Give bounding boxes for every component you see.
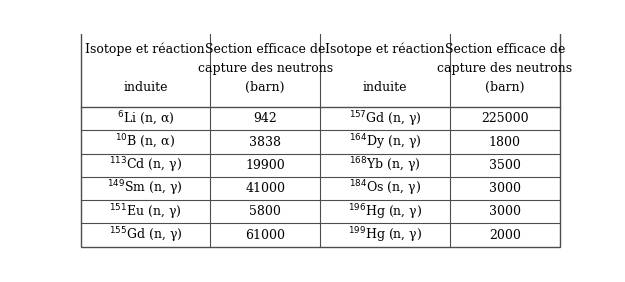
Text: $^{6}$Li (n, α): $^{6}$Li (n, α)	[116, 110, 174, 128]
Text: 61000: 61000	[245, 228, 285, 241]
Text: 3838: 3838	[249, 136, 281, 149]
Text: 19900: 19900	[245, 159, 285, 172]
Text: 41000: 41000	[245, 182, 285, 195]
Text: $^{164}$Dy (n, γ): $^{164}$Dy (n, γ)	[349, 132, 421, 152]
Text: 942: 942	[253, 112, 277, 125]
Text: $^{196}$Hg (n, γ): $^{196}$Hg (n, γ)	[348, 202, 423, 222]
Text: $^{151}$Eu (n, γ): $^{151}$Eu (n, γ)	[109, 202, 182, 222]
Text: Section efficace de
capture des neutrons
(barn): Section efficace de capture des neutrons…	[438, 43, 572, 94]
Text: $^{113}$Cd (n, γ): $^{113}$Cd (n, γ)	[109, 155, 182, 175]
Text: $^{149}$Sm (n, γ): $^{149}$Sm (n, γ)	[107, 179, 183, 198]
Text: Isotope et réaction

induite: Isotope et réaction induite	[325, 43, 445, 94]
Text: $^{155}$Gd (n, γ): $^{155}$Gd (n, γ)	[109, 225, 182, 245]
Text: $^{168}$Yb (n, γ): $^{168}$Yb (n, γ)	[349, 155, 421, 175]
Text: 1800: 1800	[489, 136, 521, 149]
Text: 5800: 5800	[249, 205, 281, 218]
Text: Section efficace de
capture des neutrons
(barn): Section efficace de capture des neutrons…	[198, 43, 332, 94]
Text: 3000: 3000	[489, 182, 521, 195]
Text: Isotope et réaction

induite: Isotope et réaction induite	[86, 43, 205, 94]
Text: 225000: 225000	[481, 112, 529, 125]
Text: $^{199}$Hg (n, γ): $^{199}$Hg (n, γ)	[348, 225, 423, 245]
Text: $^{184}$Os (n, γ): $^{184}$Os (n, γ)	[349, 179, 421, 198]
Text: $^{157}$Gd (n, γ): $^{157}$Gd (n, γ)	[349, 109, 421, 129]
Text: 2000: 2000	[489, 228, 521, 241]
Text: 3500: 3500	[489, 159, 521, 172]
Text: 3000: 3000	[489, 205, 521, 218]
Text: $^{10}$B (n, α): $^{10}$B (n, α)	[115, 133, 175, 151]
